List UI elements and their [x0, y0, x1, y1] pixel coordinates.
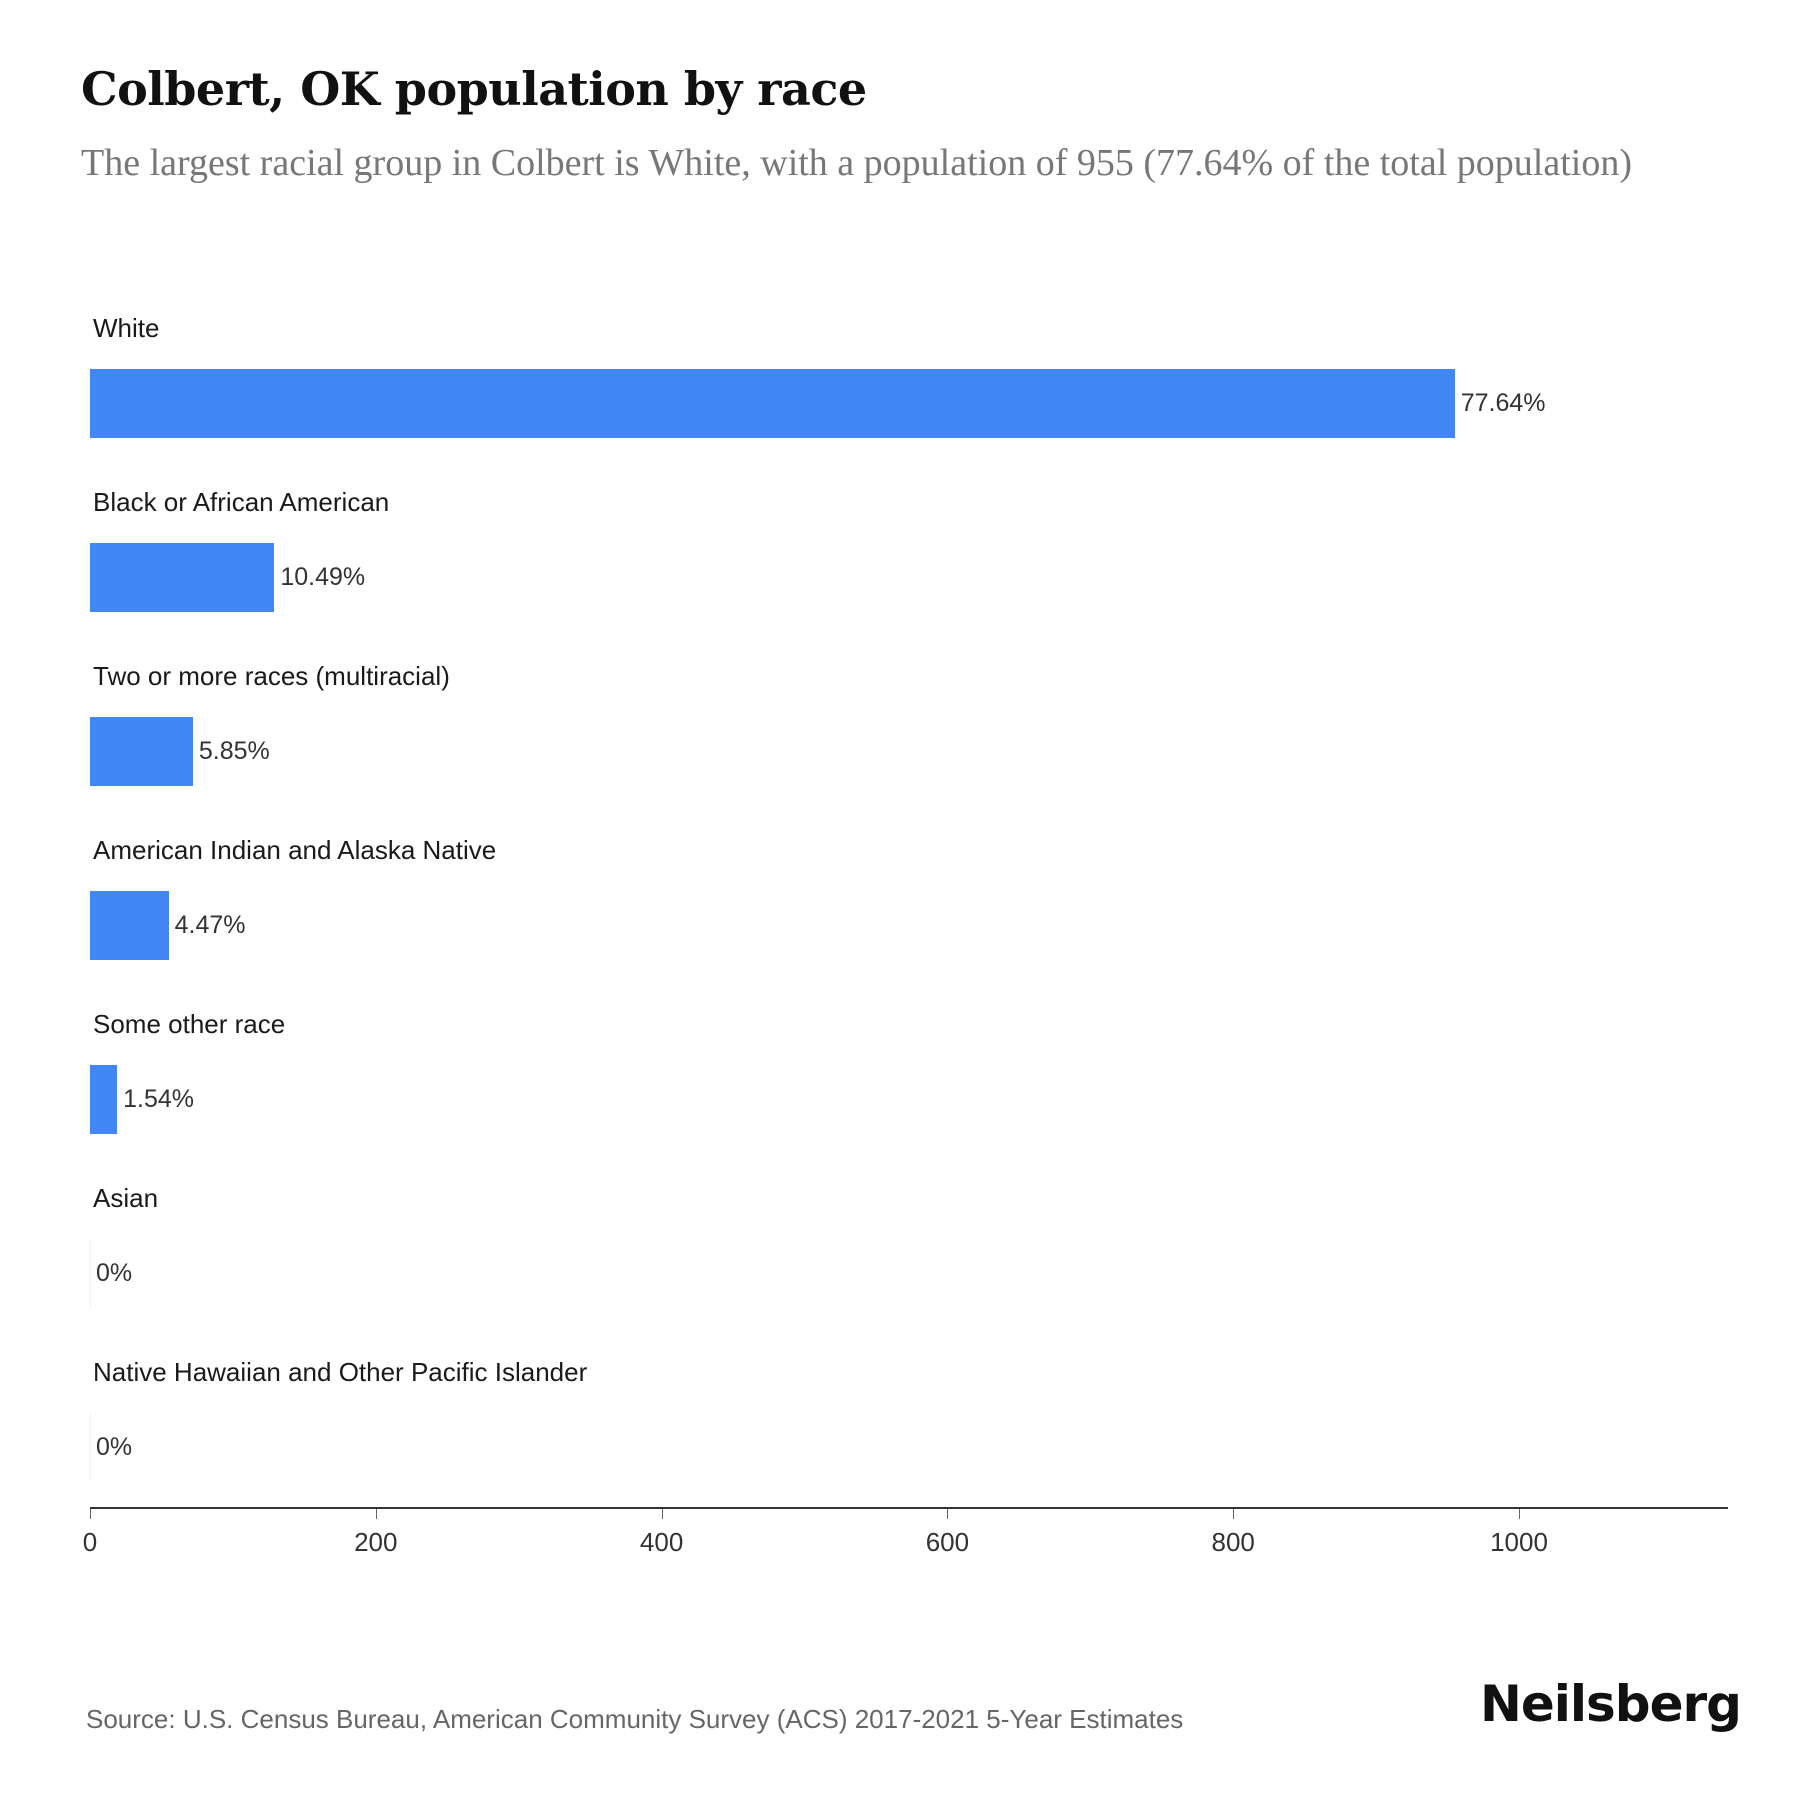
x-tick-label: 0 [82, 1527, 98, 1557]
x-tick [1519, 1509, 1520, 1519]
x-axis-line [90, 1507, 1728, 1509]
x-tick-label: 600 [925, 1527, 970, 1557]
chart-subtitle: The largest racial group in Colbert is W… [81, 142, 1632, 184]
x-tick [947, 1509, 949, 1519]
row-label-some-other: Some other race [93, 1009, 286, 1039]
bar-value-native-hawaiian: 0% [96, 1433, 133, 1461]
x-tick [375, 1509, 377, 1519]
x-tick-label: 1000 [1490, 1527, 1548, 1557]
row-label-asian: Asian [93, 1183, 159, 1213]
bar-white [90, 369, 1455, 438]
bar-value-black: 10.49% [280, 563, 366, 591]
chart-title: Colbert, OK population by race [81, 62, 867, 116]
bar-value-american-indian: 4.47% [174, 911, 246, 939]
x-tick-label: 800 [1211, 1527, 1255, 1557]
bar-value-multiracial: 5.85% [198, 737, 270, 765]
row-label-multiracial: Two or more races (multiracial) [93, 661, 450, 691]
bar-native-hawaiian [90, 1413, 91, 1482]
x-tick [1233, 1509, 1235, 1519]
bar-black [90, 543, 275, 612]
neilsberg-logo: Neilsberg [1480, 1675, 1742, 1733]
row-label-american-indian: American Indian and Alaska Native [93, 835, 497, 865]
bar-value-white: 77.64% [1460, 389, 1546, 417]
bar-value-asian: 0% [96, 1259, 133, 1287]
source-note: Source: U.S. Census Bureau, American Com… [86, 1704, 1184, 1734]
row-label-native-hawaiian: Native Hawaiian and Other Pacific Island… [93, 1357, 588, 1387]
bar-value-some-other: 1.54% [123, 1085, 195, 1113]
bar-multiracial [90, 717, 193, 786]
bar-asian [90, 1239, 91, 1308]
x-tick [661, 1509, 663, 1519]
row-label-black: Black or African American [93, 487, 390, 517]
x-tick-label: 200 [354, 1527, 398, 1557]
row-label-white: White [93, 313, 160, 343]
x-tick-label: 400 [639, 1527, 684, 1557]
bar-some-other [90, 1065, 118, 1134]
x-tick [90, 1509, 91, 1519]
bar-american-indian [90, 891, 169, 960]
